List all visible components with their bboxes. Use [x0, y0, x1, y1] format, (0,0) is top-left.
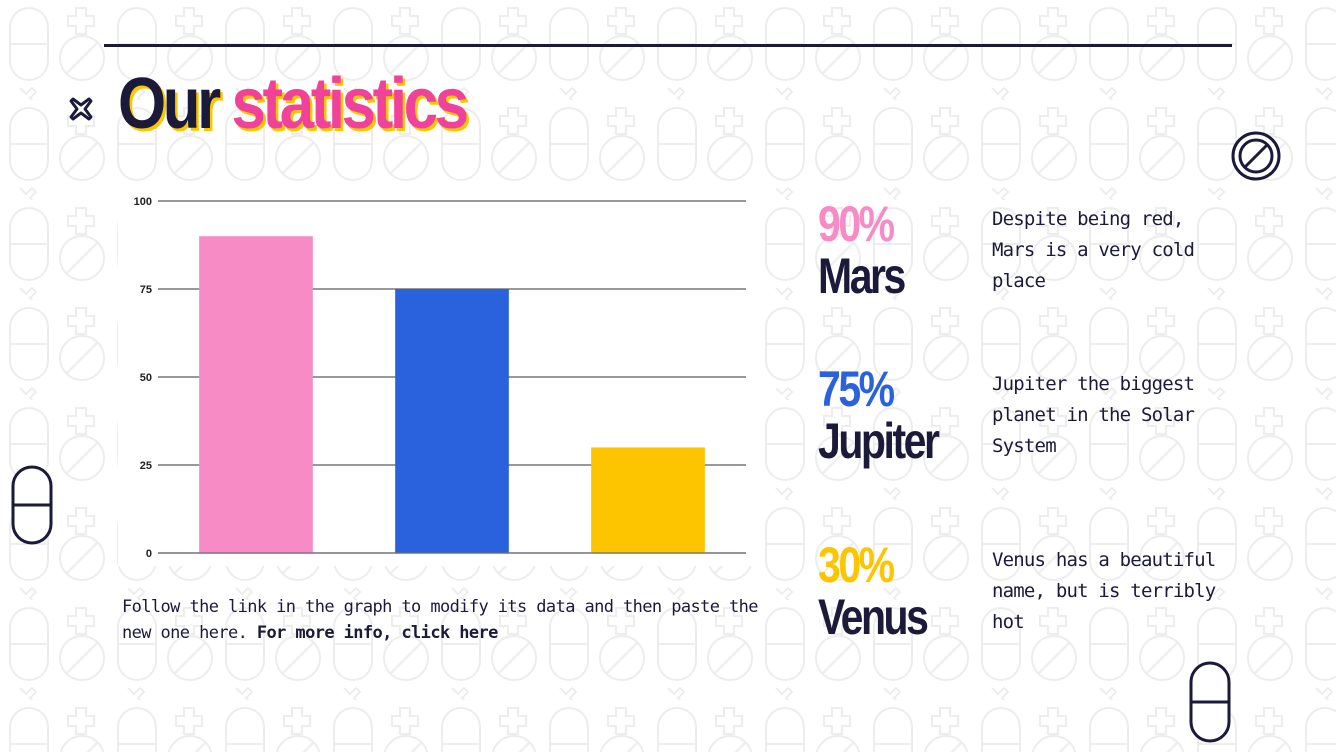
stat-percent: 75%: [818, 361, 895, 417]
y-tick-label: 50: [140, 372, 152, 384]
chart-note: Follow the link in the graph to modify i…: [122, 594, 762, 646]
stat-description: Jupiter the biggest planet in the Solar …: [992, 373, 1195, 457]
chart-y-ticks: 0 25 50 75 100: [134, 196, 152, 560]
bar-mars: [199, 236, 313, 553]
no-sign-icon: [1231, 131, 1281, 181]
x-cross-icon: [69, 97, 93, 121]
stat-venus: 30% Venus Venus has a beautiful name, bu…: [818, 539, 1318, 659]
y-tick-label: 75: [140, 284, 152, 296]
page-title: Our statistics: [118, 68, 469, 140]
top-divider: [104, 44, 1232, 47]
chart-note-text: Follow the link in the graph to modify i…: [122, 597, 759, 643]
stat-description: Venus has a beautiful name, but is terri…: [992, 549, 1216, 633]
stat-jupiter: 75% Jupiter Jupiter the biggest planet i…: [818, 363, 1318, 483]
chart-bars: [158, 236, 746, 554]
stat-planet: Mars: [818, 248, 906, 304]
stat-percent: 90%: [818, 196, 895, 252]
stat-planet: Venus: [818, 589, 929, 645]
y-tick-label: 0: [146, 548, 152, 560]
y-tick-label: 100: [134, 196, 152, 208]
pill-icon: [1189, 661, 1231, 743]
title-word-statistics: statistics: [231, 64, 469, 144]
stat-planet: Jupiter: [818, 413, 940, 469]
pill-icon: [11, 465, 53, 545]
bar-jupiter: [395, 289, 509, 553]
more-info-link[interactable]: For more info, click here: [256, 623, 498, 643]
stat-mars: 90% Mars Despite being red, Mars is a ve…: [818, 198, 1318, 318]
y-tick-label: 25: [140, 460, 152, 472]
stat-description: Despite being red, Mars is a very cold p…: [992, 208, 1195, 292]
bar-chart[interactable]: 0 25 50 75 100: [118, 186, 758, 566]
stat-percent: 30%: [818, 537, 895, 593]
bar-venus: [591, 447, 705, 553]
title-word-our: Our: [118, 64, 221, 144]
